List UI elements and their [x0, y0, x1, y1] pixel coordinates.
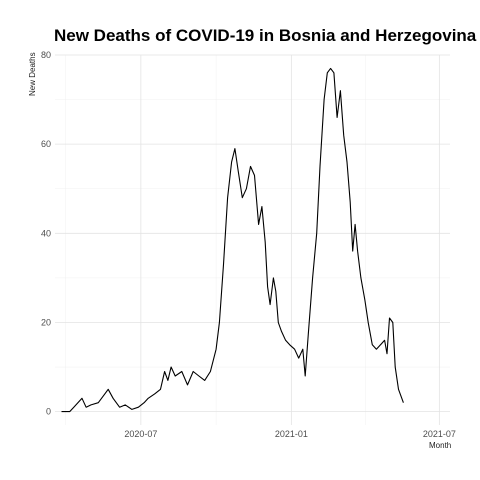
x-tick-label: 2021-01 [275, 429, 308, 439]
x-axis-label: Month [429, 441, 452, 450]
x-tick-label: 2021-07 [423, 429, 456, 439]
y-tick-label: 80 [41, 50, 51, 60]
y-tick-label: 20 [41, 317, 51, 327]
x-tick-label: 2020-07 [124, 429, 157, 439]
series-line [61, 67, 404, 413]
y-tick-label: 40 [41, 228, 51, 238]
y-tick-label: 60 [41, 139, 51, 149]
y-tick-label: 0 [46, 407, 51, 417]
chart-title: New Deaths of COVID-19 in Bosnia and Her… [54, 26, 477, 45]
